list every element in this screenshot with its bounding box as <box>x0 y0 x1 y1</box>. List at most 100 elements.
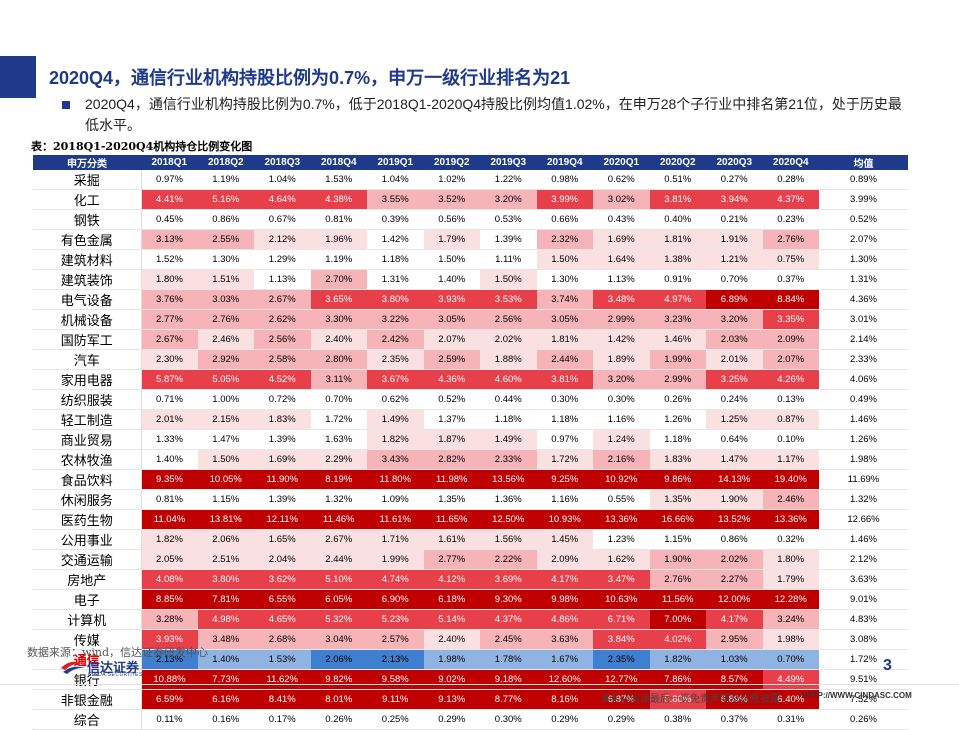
industry-name: 农林牧渔 <box>33 449 142 470</box>
header-2018q4: 2018Q4 <box>310 155 367 170</box>
value-cell: 3.04% <box>310 629 367 650</box>
value-cell: 2.58% <box>254 349 311 370</box>
value-cell: 0.38% <box>649 709 706 730</box>
value-cell: 1.50% <box>197 449 254 470</box>
value-cell: 1.00% <box>197 389 254 410</box>
website-link[interactable]: HTTP://WWW.CINDASC.COM <box>802 691 912 700</box>
value-cell: 0.23% <box>762 209 819 230</box>
value-cell: 0.32% <box>762 529 819 550</box>
value-cell: 1.50% <box>423 249 480 270</box>
average-cell: 12.66% <box>819 509 908 530</box>
value-cell: 4.17% <box>536 569 593 590</box>
value-cell: 3.25% <box>706 369 763 390</box>
value-cell: 1.39% <box>254 489 311 510</box>
value-cell: 2.76% <box>762 229 819 250</box>
value-cell: 9.30% <box>480 589 537 610</box>
table-row: 国防军工 2.67% 2.46% 2.56% 2.40% 2.42% 2.07% 2.02% 1… <box>33 329 908 350</box>
value-cell: 1.89% <box>593 349 650 370</box>
value-cell: 0.45% <box>141 209 198 230</box>
table-row: 休闲服务 0.81% 1.15% 1.39% 1.32% 1.09% 1.35% 1.36% 1… <box>33 489 908 510</box>
industry-name: 汽车 <box>33 349 142 370</box>
value-cell: 4.52% <box>254 369 311 390</box>
value-cell: 2.56% <box>254 329 311 350</box>
average-cell: 3.08% <box>819 629 908 650</box>
value-cell: 2.99% <box>649 369 706 390</box>
value-cell: 1.50% <box>480 269 537 290</box>
value-cell: 1.42% <box>593 329 650 350</box>
value-cell: 11.65% <box>423 509 480 530</box>
value-cell: 1.15% <box>197 489 254 510</box>
value-cell: 2.01% <box>141 409 198 430</box>
value-cell: 11.56% <box>649 589 706 610</box>
header-2020q4: 2020Q4 <box>762 155 819 170</box>
industry-name: 机械设备 <box>33 309 142 330</box>
value-cell: 1.49% <box>480 429 537 450</box>
table-row: 医药生物 11.04% 13.81% 12.11% 11.46% 11.61% 11.65%… <box>33 509 908 530</box>
value-cell: 4.65% <box>254 609 311 630</box>
average-cell: 11.69% <box>819 469 908 490</box>
value-cell: 2.12% <box>254 229 311 250</box>
average-cell: 4.06% <box>819 369 908 390</box>
value-cell: 8.01% <box>310 689 367 710</box>
value-cell: 2.55% <box>197 229 254 250</box>
value-cell: 9.86% <box>649 469 706 490</box>
industry-name: 交通运输 <box>33 549 142 570</box>
table-row: 传媒 3.93% 3.48% 2.68% 3.04% 2.57% 2.40% 2.45% 3.6… <box>33 629 908 650</box>
value-cell: 2.42% <box>367 329 424 350</box>
value-cell: 3.43% <box>367 449 424 470</box>
cinda-logo-icon <box>61 661 85 674</box>
value-cell: 1.99% <box>367 549 424 570</box>
value-cell: 12.50% <box>480 509 537 530</box>
value-cell: 1.72% <box>536 449 593 470</box>
value-cell: 1.21% <box>706 249 763 270</box>
industry-name: 传媒 <box>33 629 142 650</box>
value-cell: 3.20% <box>593 369 650 390</box>
bullet-square-icon <box>62 101 70 109</box>
header-2019q2: 2019Q2 <box>423 155 480 170</box>
value-cell: 11.04% <box>141 509 198 530</box>
industry-name: 计算机 <box>33 609 142 630</box>
value-cell: 0.87% <box>762 409 819 430</box>
value-cell: 2.02% <box>706 549 763 570</box>
value-cell: 1.53% <box>254 649 311 670</box>
header-2019q3: 2019Q3 <box>480 155 537 170</box>
value-cell: 1.69% <box>254 449 311 470</box>
table-body: 采掘 0.97% 1.19% 1.04% 1.53% 1.04% 1.02% 1.22% 0.9… <box>33 170 908 730</box>
value-cell: 1.30% <box>197 249 254 270</box>
value-cell: 11.46% <box>310 509 367 530</box>
value-cell: 1.40% <box>141 449 198 470</box>
value-cell: 2.27% <box>706 569 763 590</box>
table-row: 房地产 4.08% 3.80% 3.62% 5.10% 4.74% 4.12% 3.69% 4.… <box>33 569 908 590</box>
value-cell: 9.18% <box>480 669 537 690</box>
value-cell: 2.67% <box>310 529 367 550</box>
value-cell: 2.40% <box>423 629 480 650</box>
average-cell: 4.83% <box>819 609 908 630</box>
value-cell: 0.10% <box>762 429 819 450</box>
table-row: 电气设备 3.76% 3.03% 2.67% 3.65% 3.80% 3.93% 3.53% 3… <box>33 289 908 310</box>
table-row: 公用事业 1.82% 2.06% 1.65% 2.67% 1.71% 1.61% 1.56% 1… <box>33 529 908 550</box>
page-number: 3 <box>883 657 892 674</box>
value-cell: 4.49% <box>762 669 819 690</box>
value-cell: 0.24% <box>706 389 763 410</box>
summary-text: 2020Q4，通信行业机构持股比例为0.7%，低于2018Q1-2020Q4持股… <box>85 96 902 133</box>
average-cell: 1.26% <box>819 429 908 450</box>
value-cell: 1.49% <box>367 409 424 430</box>
value-cell: 2.40% <box>310 329 367 350</box>
value-cell: 1.31% <box>367 269 424 290</box>
value-cell: 0.30% <box>536 389 593 410</box>
value-cell: 1.04% <box>367 170 424 190</box>
holdings-table-container: 申万分类 2018Q1 2018Q2 2018Q3 2018Q4 2019Q1 2019Q2… <box>33 155 908 730</box>
average-cell: 1.31% <box>819 269 908 290</box>
value-cell: 0.75% <box>762 249 819 270</box>
value-cell: 14.13% <box>706 469 763 490</box>
value-cell: 2.33% <box>480 449 537 470</box>
value-cell: 4.37% <box>762 189 819 210</box>
value-cell: 0.25% <box>367 709 424 730</box>
value-cell: 1.81% <box>536 329 593 350</box>
value-cell: 4.74% <box>367 569 424 590</box>
header-2018q2: 2018Q2 <box>197 155 254 170</box>
table-row: 商业贸易 1.33% 1.47% 1.39% 1.63% 1.82% 1.87% 1.49% 0… <box>33 429 908 450</box>
value-cell: 0.62% <box>367 389 424 410</box>
value-cell: 1.15% <box>649 529 706 550</box>
value-cell: 3.03% <box>197 289 254 310</box>
